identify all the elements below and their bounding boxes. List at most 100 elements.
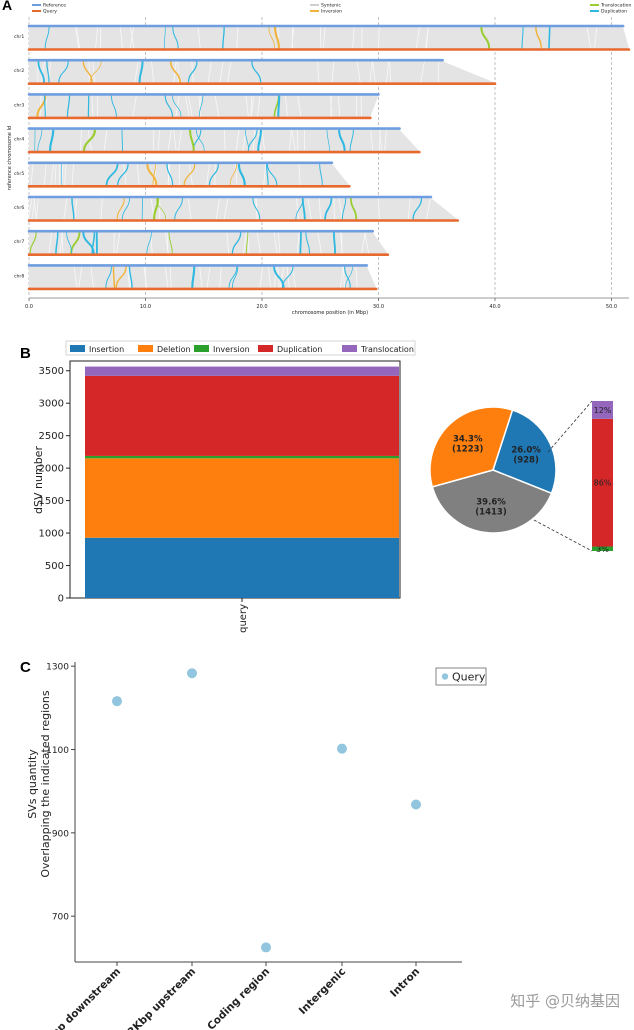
syntenic-link	[80, 129, 82, 152]
pie-slice-0	[492, 409, 557, 495]
syntenic-link	[372, 61, 376, 83]
syntenic-link	[250, 95, 253, 117]
syntenic-link	[593, 26, 598, 49]
panel-label-a: A	[2, 0, 12, 13]
syntenic-link	[256, 232, 261, 254]
watermark: 知乎 @贝纳基因	[510, 992, 620, 1010]
x-tick-label: Intergenic	[297, 966, 348, 1017]
syntenic-link	[74, 197, 78, 220]
breakdown-label: 12%	[594, 406, 612, 415]
syntenic-link	[279, 266, 285, 288]
legend-label: Inversion	[321, 9, 342, 15]
syntenic-link	[226, 232, 230, 254]
sv-link	[117, 163, 129, 186]
syntenic-link	[219, 266, 222, 288]
sv-link	[37, 129, 43, 152]
syntenic-link	[206, 266, 211, 288]
syntenic-link	[370, 129, 374, 152]
sv-link	[268, 26, 275, 49]
sv-link	[174, 197, 183, 220]
x-tick-label: 40.0	[489, 304, 500, 310]
syntenic-link	[73, 266, 78, 288]
bar-segments	[85, 366, 399, 598]
syntenic-link	[340, 232, 343, 254]
sv-link	[66, 232, 73, 254]
legend-label: Query	[43, 9, 57, 15]
sv-link	[168, 232, 173, 254]
breakdown-segment	[592, 546, 613, 551]
scatter-y-label-line2: Overlapping the indicated regions	[39, 690, 52, 877]
syntenic-link	[129, 26, 135, 49]
sv-link	[273, 26, 281, 49]
syntenic-link	[259, 266, 264, 288]
sv-link	[305, 232, 311, 254]
syntenic-link	[132, 95, 137, 117]
sv-link	[121, 197, 131, 220]
chromosome-track-chr8: chr8	[14, 264, 378, 291]
syntenic-link	[40, 61, 45, 83]
sv-link	[37, 61, 45, 83]
syntenic-link	[389, 61, 391, 83]
syntenic-link	[298, 163, 301, 186]
chromosome-track-chr4: chr4	[14, 127, 421, 154]
pie-slices	[429, 406, 557, 534]
syntenic-link	[43, 163, 47, 186]
syntenic-link	[27, 197, 33, 220]
legend-label: Duplication	[601, 9, 627, 15]
syntenic-link	[284, 95, 288, 117]
sv-link	[548, 26, 551, 49]
sv-link	[115, 266, 127, 288]
pie-slice-count: (1413)	[475, 507, 507, 517]
synteny-tracks: chr1 chr2 chr3 chr4 chr5 chr6 chr7 chr8	[14, 24, 631, 291]
syntenic-link	[64, 163, 67, 186]
syntenic-link	[134, 61, 139, 83]
chromosome-track-chr1: chr1	[14, 24, 631, 51]
syntenic-link	[317, 232, 322, 254]
syntenic-link	[267, 266, 271, 288]
syntenic-link	[127, 266, 130, 288]
syntenic-link	[151, 61, 155, 83]
legend-label-translocation: Translocation	[360, 345, 414, 354]
syntenic-link	[90, 266, 94, 288]
scatter-chart: 700 900 1100 1300 2Kbp downstream 2Kbp upstr…	[26, 662, 487, 1030]
y-tick-label: 2000	[39, 464, 64, 475]
syntenic-link	[207, 61, 212, 83]
y-tick-label: 900	[52, 829, 69, 839]
syntenic-link	[245, 95, 249, 117]
legend-label: Syntenic	[321, 3, 341, 9]
legend-swatch-translocation	[342, 345, 357, 352]
syntenic-link	[103, 129, 108, 152]
syntenic-link	[377, 197, 380, 220]
chromosome-track-chr7: chr7	[14, 229, 390, 256]
y-tick-label: 0	[58, 594, 64, 605]
sv-link	[163, 26, 166, 49]
breakdown-label: 86%	[594, 479, 612, 488]
syntenic-link	[223, 129, 226, 152]
syntenic-link	[227, 61, 232, 83]
sv-link	[43, 95, 46, 117]
chromosome-label: chr3	[14, 102, 24, 108]
syntenic-link	[307, 197, 312, 220]
sv-link	[172, 26, 179, 49]
legend-label: Reference	[43, 3, 66, 9]
sv-link	[189, 129, 195, 152]
legend-label-inversion: Inversion	[213, 345, 250, 354]
sv-link	[257, 129, 263, 152]
scatter-point	[112, 696, 122, 707]
sv-link	[195, 129, 205, 152]
sv-link	[198, 95, 204, 117]
sv-link	[345, 266, 353, 288]
sv-link	[237, 163, 246, 186]
breakdown-segment	[592, 401, 613, 419]
syntenic-link	[333, 197, 335, 220]
sv-link	[247, 129, 258, 152]
synteny-x-axis: 0.0 10.0 20.0 30.0 40.0 50.0	[25, 297, 629, 310]
sv-link	[231, 232, 242, 254]
sv-link	[480, 26, 491, 49]
syntenic-link	[164, 266, 169, 288]
sv-link	[208, 163, 220, 186]
syntenic-link	[123, 163, 127, 186]
sv-link	[245, 232, 249, 254]
scatter-points	[112, 668, 421, 953]
